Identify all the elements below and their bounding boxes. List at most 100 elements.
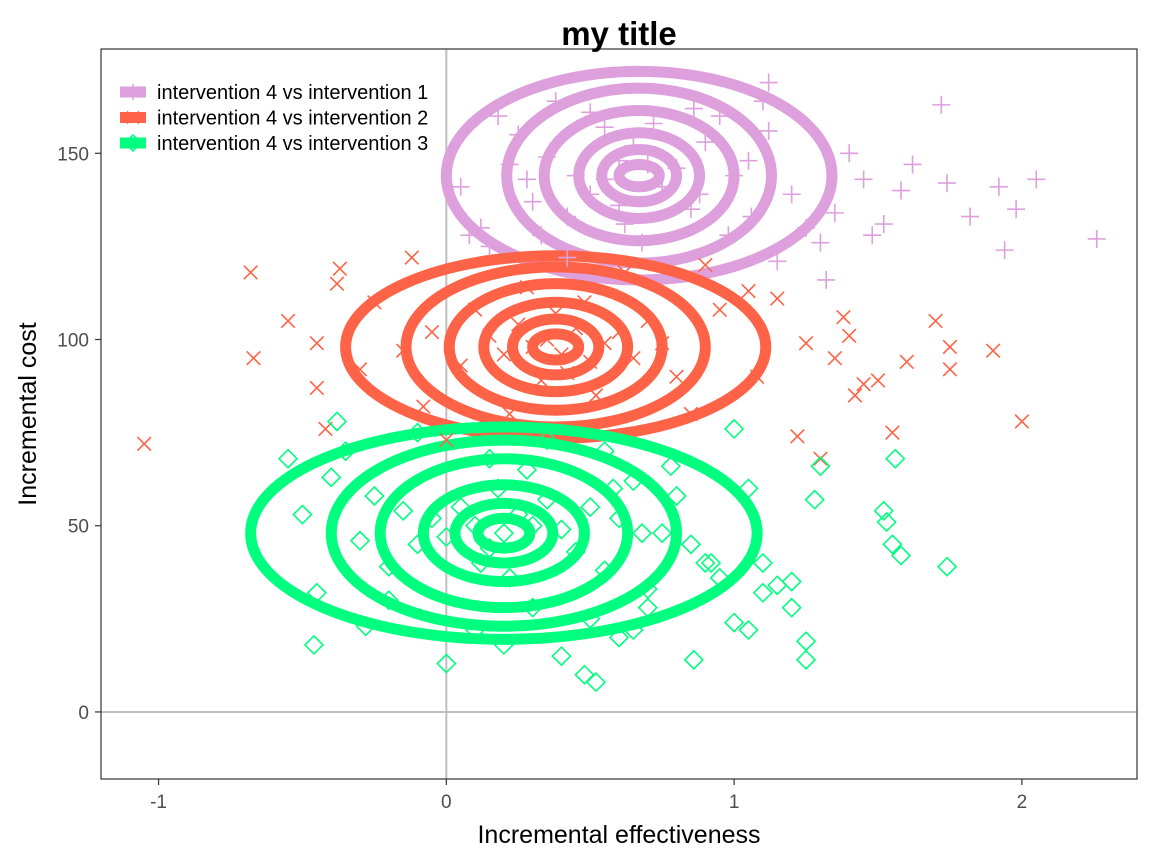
data-point — [683, 649, 704, 670]
data-point — [508, 504, 529, 525]
data-point — [684, 99, 703, 118]
data-point — [1007, 200, 1026, 219]
y-tick-label: 100 — [57, 331, 89, 352]
data-point — [995, 241, 1014, 260]
data-point — [890, 545, 912, 566]
data-point — [551, 645, 572, 667]
data-point — [393, 500, 414, 521]
data-point — [932, 95, 951, 114]
data-point — [681, 200, 700, 219]
data-point — [453, 358, 469, 373]
data-point — [378, 590, 399, 611]
data-point — [873, 500, 894, 521]
data-point — [479, 448, 500, 469]
data-point — [378, 556, 399, 577]
data-point — [653, 177, 672, 196]
x-tick-label: 2 — [1017, 792, 1028, 813]
legend-label: intervention 4 vs intervention 3 — [157, 133, 428, 155]
data-point — [626, 350, 641, 366]
data-point — [738, 478, 759, 499]
data-point — [610, 151, 628, 170]
data-point — [712, 302, 728, 318]
data-point — [548, 306, 564, 321]
data-point — [695, 552, 716, 574]
data-point — [1027, 170, 1046, 189]
y-tick-label: 0 — [78, 703, 89, 724]
data-point — [517, 170, 536, 189]
data-point — [489, 107, 508, 126]
data-point — [961, 207, 980, 226]
y-axis-title: Incremental cost — [14, 322, 42, 505]
data-point — [836, 309, 851, 325]
data-point — [580, 608, 601, 629]
data-point — [942, 361, 958, 377]
data-point — [588, 388, 604, 403]
data-point — [811, 233, 830, 252]
data-point — [451, 177, 470, 196]
data-point — [876, 511, 897, 533]
legend: intervention 4 vs intervention 1 interven… — [120, 82, 428, 155]
series-3-points — [277, 411, 958, 693]
data-point — [536, 489, 558, 510]
data-point — [480, 237, 499, 256]
data-point — [752, 552, 774, 574]
x-tick-label: 0 — [441, 792, 452, 813]
data-point — [595, 118, 614, 137]
data-point — [395, 343, 411, 358]
data-point — [581, 185, 600, 204]
data-point — [768, 252, 787, 271]
data-point — [690, 185, 709, 204]
x-tick-label: 1 — [729, 792, 740, 813]
data-point — [709, 567, 730, 589]
data-point — [1087, 229, 1106, 248]
data-point — [669, 369, 684, 385]
data-point — [424, 324, 440, 340]
data-point — [825, 203, 844, 222]
data-point — [246, 350, 261, 366]
data-point — [309, 380, 325, 396]
legend-key-marker — [123, 133, 143, 153]
data-point — [355, 616, 376, 637]
legend-label: intervention 4 vs intervention 1 — [157, 82, 428, 104]
legend-key-marker — [125, 84, 141, 100]
data-point — [797, 218, 816, 237]
contour-series-3-level-2 — [449, 497, 559, 569]
data-point — [594, 560, 615, 581]
data-point — [538, 148, 557, 167]
legend-label: intervention 4 vs intervention 2 — [157, 108, 428, 130]
data-point — [407, 534, 428, 555]
data-point — [847, 388, 863, 403]
data-point — [136, 436, 152, 452]
series-1-points — [451, 73, 1106, 289]
data-point — [464, 515, 486, 536]
data-point — [523, 192, 542, 211]
data-point — [742, 207, 761, 226]
data-point — [942, 339, 958, 355]
data-point — [580, 496, 601, 518]
legend-item-3: intervention 4 vs intervention 3 — [120, 133, 428, 155]
contour-series-3-level-6 — [245, 421, 763, 645]
data-point — [510, 317, 526, 332]
data-point — [723, 612, 745, 633]
data-point — [899, 354, 915, 370]
data-point — [660, 456, 681, 477]
data-point — [532, 226, 551, 245]
data-point — [502, 406, 517, 422]
data-point — [364, 485, 385, 507]
data-point — [309, 335, 325, 351]
data-point — [581, 103, 600, 122]
data-point — [741, 283, 756, 299]
contour-series-2-level-6 — [340, 250, 772, 444]
data-point — [597, 335, 612, 351]
data-point — [574, 664, 595, 685]
data-point — [827, 350, 843, 366]
data-point — [749, 369, 765, 385]
data-point — [568, 321, 584, 336]
data-point — [522, 515, 543, 536]
y-tick-label: 50 — [68, 517, 89, 538]
data-point — [841, 328, 857, 344]
data-point — [637, 597, 658, 618]
data-point — [303, 634, 325, 656]
